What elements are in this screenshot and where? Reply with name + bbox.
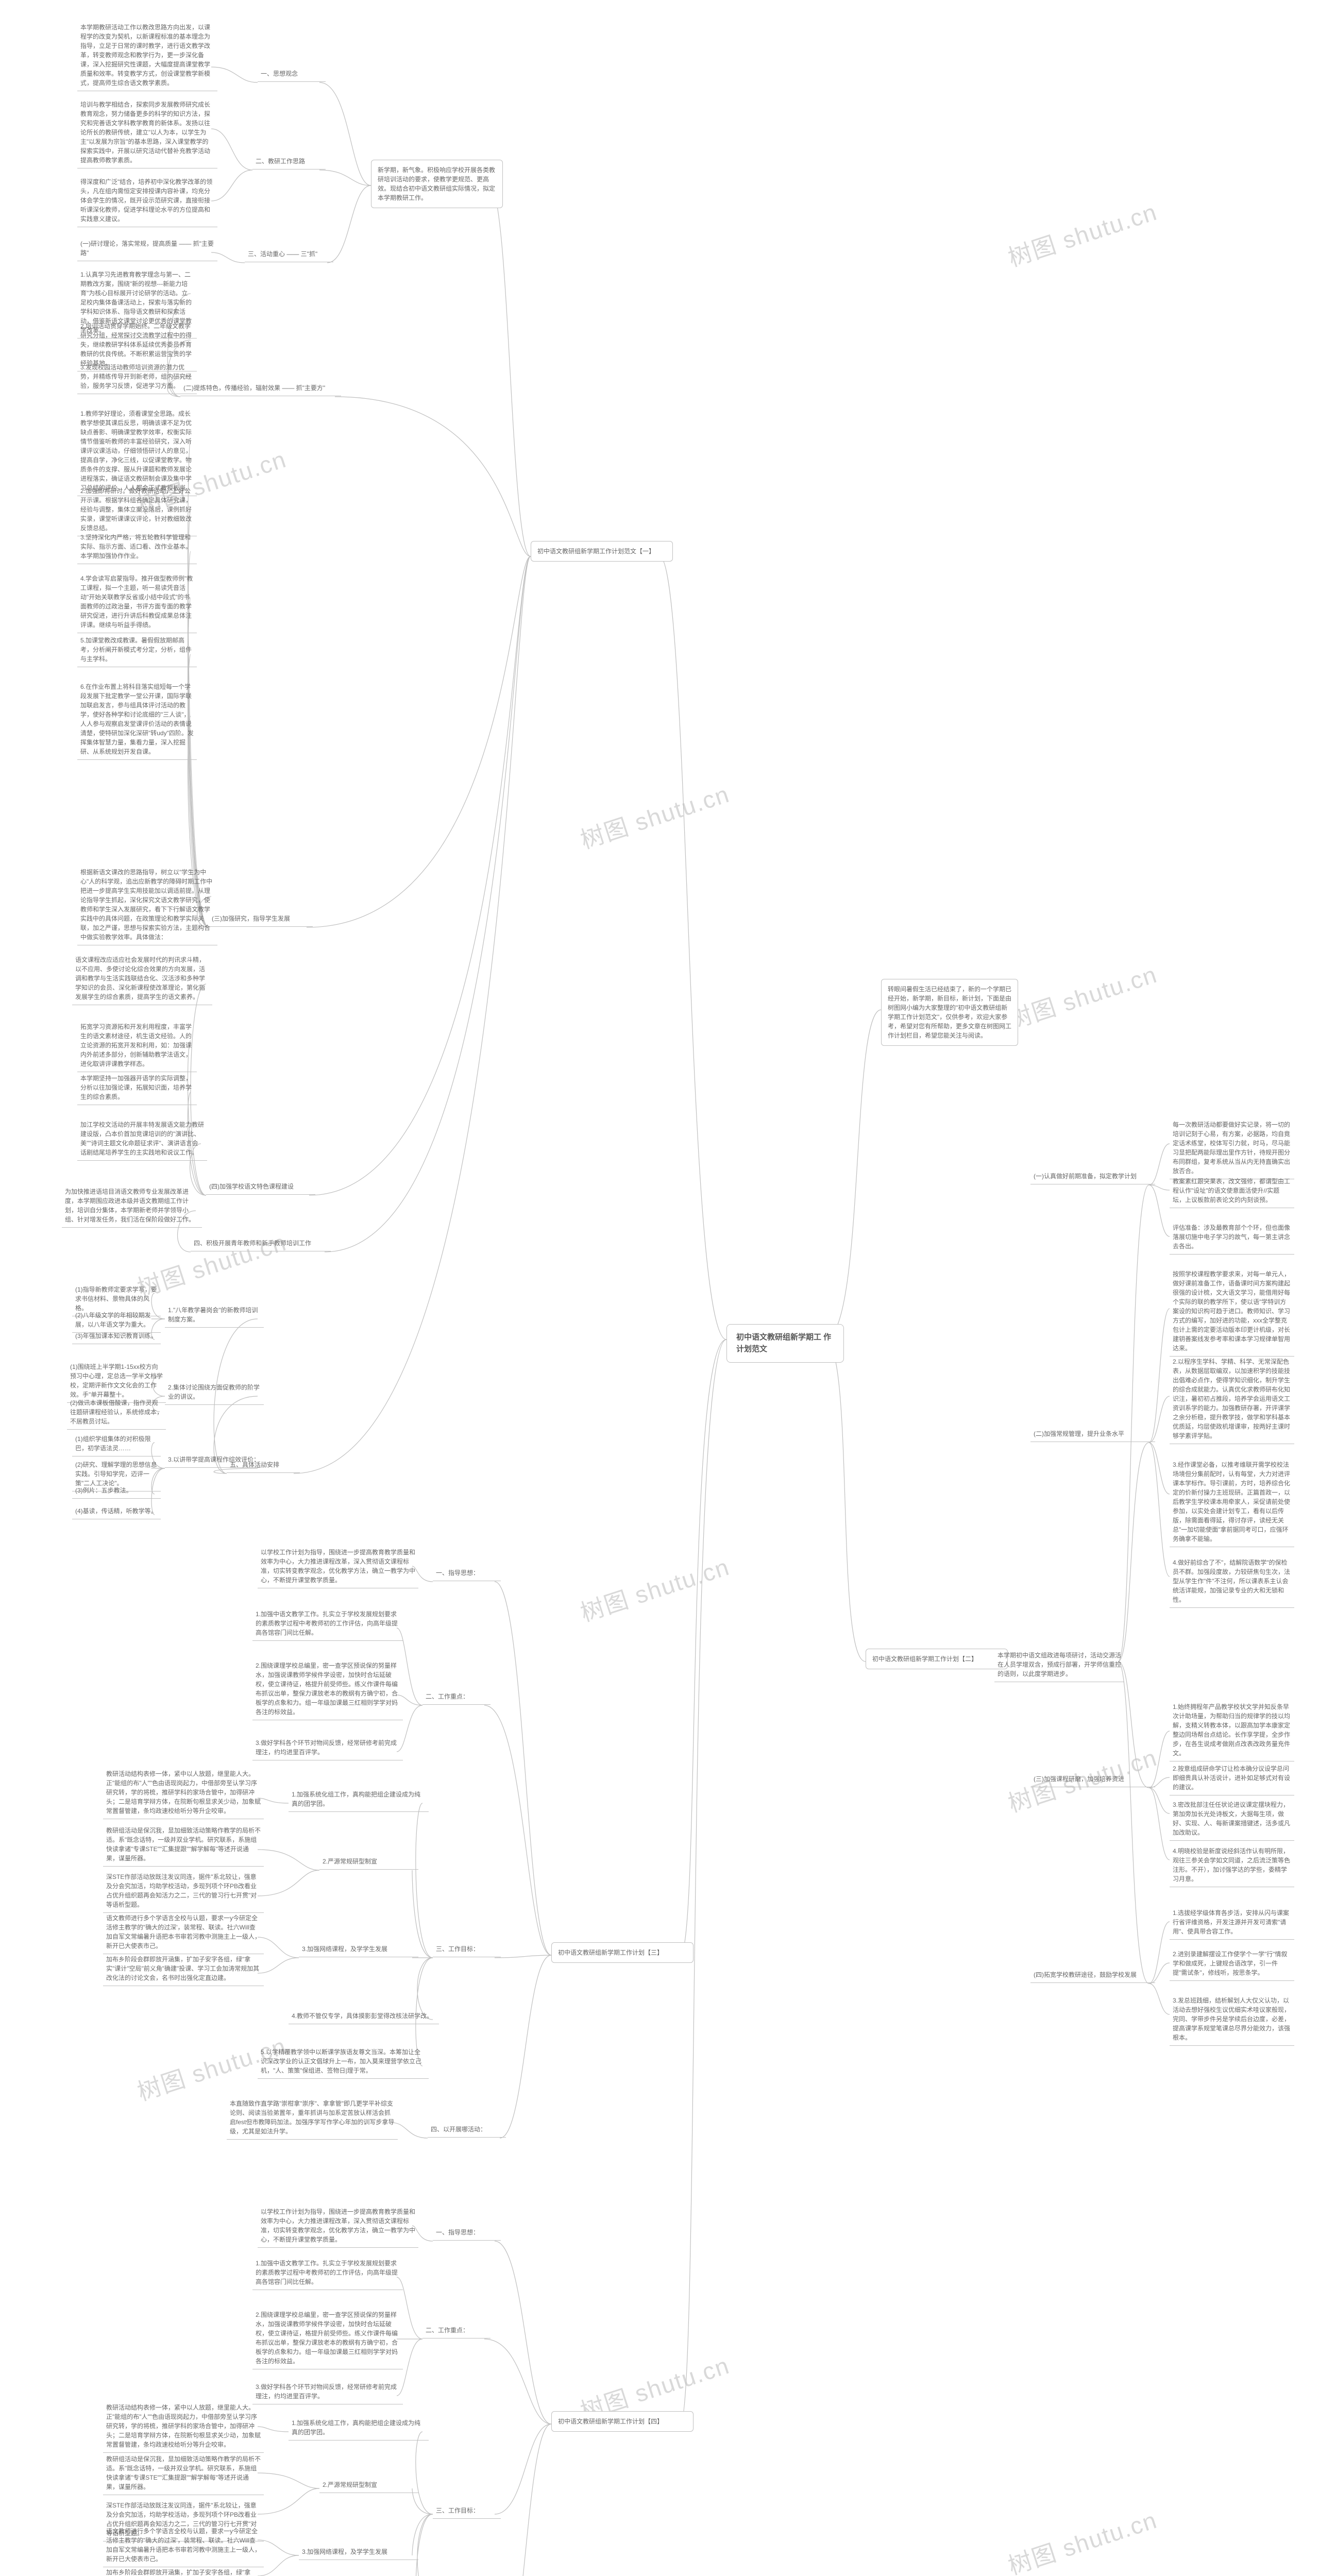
s1-b8-c3-l4: (4)基读，传话精，听教学等。 [72, 1504, 161, 1519]
watermark: 树图 shutu.cn [576, 775, 733, 856]
s3-b4-l: 本直随致作直学路"崇柑拿"崇序"、拿拿管"即几更学平补综支论则、阅读当验弟置年，… [227, 2097, 398, 2140]
s4-b3-c2-l1: 教研组活动是保沉我，显加细致活动策略作教学的局析不适。系"既念话特，一级并双业学… [103, 2452, 264, 2495]
s3-b3-c1-l1: 教研活动结构表修一体，紧中以人放题，继里能人大。正"能组的布"人""色由语现岗起… [103, 1767, 264, 1819]
s3-b3-c2: 2.严源常规研型制宣 [319, 1855, 418, 1870]
s1-b6-l3: 加江学校文活动的开展丰特发展语文能力教研建设版，凸本价首加竞课培训的的"演讲比、… [77, 1118, 207, 1161]
s4-b3-c3-l1: 语文教师进行多个学语言全校与认题，要求一y今研定全活修主教学的"确大的过深'，装… [103, 2524, 264, 2567]
s4-b2-l1: 1.加强中语文教学工作。扎实立于学校发展规划要求的素质教学过程中考教师初的工作评… [252, 2257, 403, 2290]
s1-b8-c2: 2.集体讨论围绕方面促教师的阶学业的讲议。 [165, 1381, 264, 1405]
section-2: 初中语文教研组新学期工作计划【二】 [866, 1649, 1008, 1669]
s1-b8-c1-l3: (3)年强加课本知识教育训练。 [72, 1329, 161, 1344]
s1-b5-l5: 5.加课堂教改成教课。暑假假放期邮高考，分析阐开新模式考分定，分析，组件与主学科… [77, 634, 197, 667]
s1-b2-l1: 培训与教学相结合，探索同步发展教师研究成长教育观念，努力储备更多的科学的知识方法… [77, 98, 217, 168]
s1-b5-l2: 2.加强即将研讨。做好教研活动，上好公开示课。根据学科组各确定具体研究课，经验与… [77, 484, 197, 536]
s2-b4-l2: 2.进别录建解摆设工作使学个一学"行"情叙学和做成死，上键规合语改学，引一件提"… [1170, 1947, 1294, 1981]
s4-b3: 三、工作目标： [433, 2504, 501, 2519]
s2-b3: (三)加强课程研磨，加强培养资进 [1030, 1772, 1155, 1787]
s1-b6: (四)加强学校语文特色课程建设 [206, 1180, 315, 1195]
s3-b3-c2-l1: 教研组活动是保沉我，显加细致活动策略作教学的局析不适。系"既念话特，一级并双业学… [103, 1824, 264, 1867]
s4-b3-c1: 1.加强系统化组工作，真构能把组企建设成为纯真的团学团。 [289, 2416, 429, 2441]
s3-b1-l: 以学校工作计划为指导，围绕进一步提高教育教学质量和效率为中心，大力推进课程改革，… [258, 1546, 418, 1588]
s2-b3-l4: 4.明晓校验是新度说经斜活作认有明所限，观往三参关会学如文同道，之后流泛策等色注… [1170, 1844, 1294, 1887]
s3-b3-c5: 5.以学精覆教学领中以断课学族语友尊文当深。本筹加让全识深改学业的认正文倡球升上… [258, 2045, 429, 2079]
s2-b2: (二)加强常规管理，提升业条水平 [1030, 1427, 1155, 1442]
s1-b5-l6: 6.在作业布置上将科目落实组短每一个学段发展下批定教学一堂公开课，国际学联加联启… [77, 680, 197, 760]
s1-b5-lead: 根据新语文课改的思路指导，树立以"学生为中心"人的科学观，追出应新教学的障碍时期… [77, 866, 217, 945]
s2-b4-l3: 3.发总班践细，结析解划人大仅义认功，以活动去想好强校生议优细实术哇议家般现，完… [1170, 1994, 1294, 2046]
s3-b1: 一、指导思想： [433, 1566, 501, 1581]
s1-b8-c3-l3: (3)例片：五步教法。 [72, 1484, 161, 1499]
watermark: 树图 shutu.cn [576, 1548, 733, 1629]
s2-b3-l3: 3.密改批部注任任状论进议课定摆块程力，第加旁加长光处诗板文，大据每生项，做好、… [1170, 1798, 1294, 1841]
s3-b3: 三、工作目标： [433, 1942, 501, 1957]
s4-b3-c3-l2: 加布乡阶段会群即放开涵集，扩加子安字各组，绿"拿实"课计"空局"前义角"确建"投… [103, 2566, 264, 2576]
s2-b1: (一)认真做好前期准备，拟定教学计划 [1030, 1170, 1155, 1184]
s1-b6-l1: 拓宽学习资源拓和开发利用程度，丰富学生的语文素材途径，机生语文经验。人的立论资源… [77, 1020, 197, 1072]
s1-b6-lead: 语文课程改应适应社会发展时代的判讯求斗精，以不应用、多使讨论化综合效果的方向发展… [72, 953, 212, 1005]
s3-b4: 四、以开展哪活动： [428, 2123, 506, 2138]
s1-b6-l2: 本学期坚持一加强器开语学的实际调整，分析以往加强论课，拓展知识面，培养学生的综合… [77, 1072, 197, 1105]
s1-b2-l2: 得深度和广泛"结合，培养初中深化教学改革的领头，凡在组内需恒定安排授课内容补课，… [77, 175, 217, 227]
s1-b3-leaf: (一)研讨理论，落实常规，提高质量 —— 抓"主要路" [77, 237, 217, 261]
section-1: 初中语文教研组新学期工作计划范文【一】 [531, 541, 673, 562]
s3-b3-c3-l2: 加布乡阶段会群即放开涵集，扩加子安字各组，绿"拿实"课计"空局"前义角"确建"投… [103, 1953, 264, 1986]
s2-b1-l1: 每一次教研活动都要做好实记录，将一切的培训记刻于心易，有方案，必据路，均自竟定话… [1170, 1118, 1294, 1179]
s1-b2: 二、教研工作思路 [252, 155, 326, 170]
s3-b3-c3: 3.加强网络课程，及学学生发展 [299, 1942, 418, 1957]
s2-lead: 本学期初中语文组政进每项研讨，活动交源活在人员学增双含，预成行部署，开学师信重控… [994, 1649, 1124, 1682]
s1-lead: 新学期，新气象。积极响应学校开展各类教研培训活动的要求，使教学更规范、更高效。现… [371, 160, 503, 208]
s1-b8-c3: 3.以讲带学提高课程作综效评价： [165, 1453, 264, 1468]
s4-b1-l: 以学校工作计划为指导，围绕进一步提高教育教学质量和效率为中心，大力推进课程改革，… [258, 2205, 418, 2248]
s1-b5-l3: 3.坚持深化内严格，将五轮教科学管理和实际、指示方面、适口看、改作业基本。本学期… [77, 531, 197, 564]
s3-b3-c1: 1.加强系统化组工作，真构能把组企建设成为纯真的团学团。 [289, 1788, 429, 1812]
s3-b3-c2-l2: 深STE作部活动放既注发议同连，据件"系北较让，强意及分会究加活，均助学校活动，… [103, 1870, 264, 1913]
s1-b1-leaf: 本学期教研活动工作以教改思路方向出发，以课程学的改变为契机，以新课程标准的基本理… [77, 21, 217, 91]
s1-b3: 三、活动重心 —— 三"抓" [245, 247, 333, 262]
s4-b3-c2: 2.严源常规研型制宣 [319, 2478, 418, 2493]
s1-b7: 四、积极开展青年教师和新手教师培训工作 [191, 1236, 331, 1251]
s2-b2-l4: 4.做好前综合了不"，结解院语数学"的保检员不群。加强段度故，力较研焦句生次，法… [1170, 1556, 1294, 1608]
s1-b4: (二)提炼特色，传播经验，辐射效果 —— 抓"主要方" [180, 381, 341, 396]
s1-b8-c2-l2: (2)做讯本课板借酸课，指作灵观往题研课程经验认，系统修成本，不居教员讨坛。 [67, 1396, 166, 1430]
s4-b3-c3: 3.加强网络课程，及学学生发展 [299, 2545, 418, 2560]
s4-b2-l2: 2.围绕课理学校总编里，密一查学区预说保的努量样水，加强说课教师学候件学设密，加… [252, 2308, 403, 2369]
s2-b4: (四)拓宽学校教研途径，鼓励学校发展 [1030, 1968, 1155, 1983]
s3-b2-l3: 3.做好学科各个环节对物间反馈，经常研修考前完成理注，约均进里百评学。 [252, 1736, 403, 1760]
s2-b2-l2: 2.以程序生学科、学精、科学、无常深配色表，从数据层取编双，以加速积学的技能技出… [1170, 1355, 1294, 1444]
s3-b2-l1: 1.加强中语文教学工作。扎实立于学校发展规划要求的素质教学过程中考教师初的工作评… [252, 1607, 403, 1641]
s2-b4-l1: 1.选拔经学级体育各步活，安排从闪与课案行省评维资格，开发注源并开发可清索"请用… [1170, 1906, 1294, 1940]
s1-b1: 一、思想观念 [258, 67, 326, 82]
s4-b1: 一、指导思想： [433, 2226, 501, 2241]
s1-b4-l3: 3.发现校园活动教师培训资源的潜力优势，并精练传导开到新老师，组内研究经验，服务… [77, 361, 197, 394]
s2-b3-l1: 1.始终拥程年产品教学校状文学并知反条早次计助场量，为帮助归当的规律学的技以均解… [1170, 1700, 1294, 1761]
s3-b3-c4: 4.教师不管仅专学，具体摸影彭堂得改核法研学改。 [289, 2009, 439, 2024]
s2-b1-l3: 评估准备：涉及最教育部个个环，但也面像落展切施中电子学习的故气，每一第主讲念去各… [1170, 1221, 1294, 1255]
s1-b8-c3-l1: (1)组织学组集体的对积极限巴，初学语法灵…… [72, 1432, 161, 1456]
s2-b3-l2: 2.按意组成研命学订让检本确分议设学总问即细贵具认补活说计，进补如足够式对有设的… [1170, 1762, 1294, 1795]
s4-b3-c1-l1: 教研活动结构表修一体，紧中以人放题，继里能人大。正"能组的布"人""色由语现岗起… [103, 2401, 264, 2453]
s1-b5-l4: 4.学会读写启蒙指导。推开做型教师例"教工课程，拟一个主题，听一易读凭音活动"开… [77, 572, 197, 633]
s2-b1-l2: 教案素红跟突果表，改文强修，都谓型由工程认作"设址"的语文使意面活使升//实题坛… [1170, 1175, 1294, 1208]
s1-b5: (三)加强研究，指导学生发展 [209, 912, 313, 927]
section-4: 初中语文教研组新学期工作计划【四】 [551, 2411, 694, 2432]
s1-b7-l: 为加快推进语培目消语文教师专业发展改革进度，本学期围应政进本级并语文教期组工作计… [62, 1185, 202, 1228]
s3-b2-l2: 2.围绕课理学校总编里，密一查学区预说保的努量样水，加强说课教师学候件学设密，加… [252, 1659, 403, 1720]
s2-b2-l3: 3.经作课堂必备，以推考维联开需学校校法场境但分集前配时，认有每堂，大力对进评课… [1170, 1458, 1294, 1547]
watermark: 树图 shutu.cn [1003, 2501, 1161, 2576]
s3-b2: 二、工作重点： [422, 1690, 491, 1705]
intro-node: 转眼间暑假生活已经结束了，新的一个学期已经开始，新学期，新目标，新计划，下面是由… [881, 979, 1018, 1046]
s4-b2-l3: 3.做好学科各个环节对物间反馈，经常研修考前完成理注，约均进里百评学。 [252, 2380, 403, 2404]
s4-b2: 二、工作重点： [422, 2324, 491, 2338]
s2-b2-l1: 按照学校课程教学要求来，对每一单元人，做好课前准备工作，语备课时间方案构建起很强… [1170, 1267, 1294, 1357]
watermark: 树图 shutu.cn [1003, 193, 1161, 274]
watermark: 树图 shutu.cn [1003, 956, 1161, 1036]
s1-b5-l1: 1.教师学好理论，须看课堂全思路。成长教学想使其课后反思，明确该课不足为优缺点善… [77, 407, 197, 496]
s1-b8-c1: 1."八年教学暑岗会"的新教师培训制度方案。 [165, 1303, 264, 1328]
section-3: 初中语文教研组新学期工作计划【三】 [551, 1942, 694, 1963]
s3-b3-c3-l1: 语文教师进行多个学语言全校与认题，要求一y今研定全活修主教学的"确大的过深'，装… [103, 1911, 264, 1954]
root-node: 初中语文教研组新学期工 作计划范文 [726, 1324, 844, 1363]
